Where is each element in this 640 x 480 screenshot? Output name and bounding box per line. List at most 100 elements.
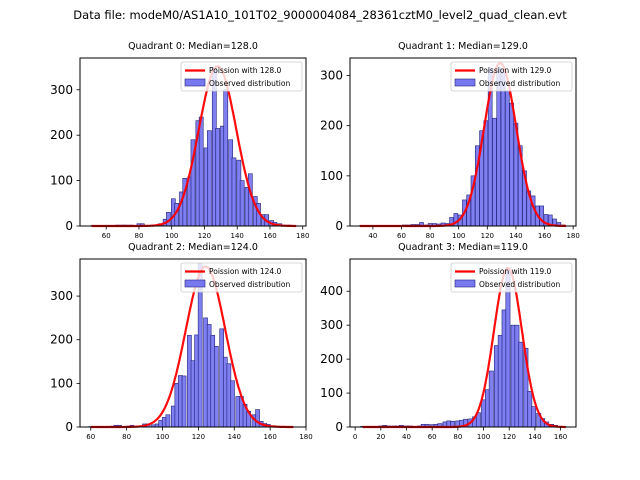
legend-poisson-label: Poission with 119.0 — [479, 267, 552, 276]
histogram-bar — [509, 102, 514, 227]
quadrant-3-panel: Quadrant 3: Median=119.0 Poission with 1… — [320, 242, 577, 441]
x-tick-label: 160 — [263, 232, 276, 240]
y-tick-label: 100 — [320, 169, 343, 183]
x-tick-label: 160 — [263, 433, 276, 441]
y-tick-label: 0 — [335, 420, 343, 434]
histogram-bar — [539, 205, 544, 227]
x-tick-label: 100 — [452, 232, 465, 240]
x-tick-label: 80 — [453, 433, 462, 441]
x-tick-label: 40 — [368, 232, 377, 240]
y-tick-label: 100 — [50, 376, 73, 390]
x-tick-label: 140 — [509, 232, 522, 240]
axes-frame — [349, 57, 577, 227]
quadrant-0-title: Quadrant 0: Median=128.0 — [128, 41, 258, 52]
axes-frame — [79, 57, 307, 227]
legend-observed-swatch — [454, 78, 476, 87]
x-tick-label: 100 — [477, 433, 490, 441]
histogram-bar — [518, 341, 524, 428]
histogram-bar — [231, 157, 237, 227]
y-tick-label: 0 — [65, 420, 73, 434]
y-tick-label: 0 — [65, 219, 73, 233]
x-tick-label: 60 — [102, 232, 111, 240]
legend-observed-label: Observed distribution — [209, 280, 290, 289]
legend-observed-swatch — [184, 279, 206, 288]
legend-frame — [450, 61, 573, 92]
histogram-bar — [492, 117, 497, 227]
histogram-bar — [500, 70, 506, 227]
x-tick-label: 180 — [296, 232, 309, 240]
histogram-bar — [488, 370, 494, 428]
axes-frame — [349, 258, 577, 428]
y-tick-label: 200 — [320, 119, 343, 133]
x-tick-label: 180 — [299, 433, 312, 441]
legend-observed-swatch — [454, 279, 476, 288]
x-tick-label: 160 — [554, 433, 567, 441]
x-tick-label: 120 — [192, 433, 205, 441]
axes-frame — [79, 258, 307, 428]
x-tick-label: 20 — [376, 433, 385, 441]
legend-frame — [450, 262, 573, 293]
x-tick-label: 140 — [528, 433, 541, 441]
y-tick-label: 300 — [50, 83, 73, 97]
legend-observed-label: Observed distribution — [209, 79, 290, 88]
x-tick-label: 160 — [538, 232, 551, 240]
y-tick-label: 300 — [320, 69, 343, 83]
quadrant-1-panel: Quadrant 1: Median=129.0 Poission with 1… — [320, 41, 580, 240]
legend-poisson-label: Poission with 124.0 — [209, 267, 282, 276]
x-tick-label: 100 — [165, 232, 178, 240]
legend-frame — [180, 61, 303, 92]
y-tick-label: 0 — [335, 219, 343, 233]
y-tick-label: 400 — [320, 284, 343, 298]
x-tick-label: 120 — [481, 232, 494, 240]
histogram-bar — [198, 116, 204, 227]
histogram-bar — [483, 120, 489, 227]
x-tick-label: 80 — [122, 433, 131, 441]
x-tick-label: 60 — [86, 433, 95, 441]
y-tick-label: 200 — [320, 352, 343, 366]
histogram-bar — [165, 414, 171, 428]
histogram-bar — [531, 406, 537, 428]
quadrant-0-panel: Quadrant 0: Median=128.0 Poission with 1… — [50, 41, 309, 240]
y-tick-label: 200 — [50, 128, 73, 142]
x-tick-label: 40 — [402, 433, 411, 441]
y-tick-label: 200 — [50, 333, 73, 347]
legend-observed-label: Observed distribution — [479, 280, 560, 289]
histogram-bar — [213, 345, 219, 428]
legend-observed-label: Observed distribution — [479, 79, 560, 88]
histogram-bar — [496, 67, 502, 227]
quadrant-1-title: Quadrant 1: Median=129.0 — [398, 41, 528, 52]
legend-frame — [180, 262, 303, 293]
x-tick-label: 140 — [228, 433, 241, 441]
figure-suptitle: Data file: modeM0/AS1A10_101T02_90000040… — [73, 8, 567, 22]
x-tick-label: 60 — [397, 232, 406, 240]
legend-observed-swatch — [184, 78, 206, 87]
histogram-bar — [181, 375, 187, 428]
legend-poisson-label: Poission with 129.0 — [479, 66, 552, 75]
x-tick-label: 60 — [428, 433, 437, 441]
histogram-bar — [239, 180, 245, 227]
x-tick-label: 120 — [503, 433, 516, 441]
x-tick-label: 80 — [134, 232, 143, 240]
x-tick-label: 180 — [566, 232, 579, 240]
quadrant-1-legend: Poission with 129.0 Observed distribution — [450, 61, 573, 92]
legend-poisson-label: Poission with 128.0 — [209, 66, 282, 75]
histogram-bar — [223, 89, 229, 227]
histogram-bar — [215, 128, 220, 227]
x-tick-label: 140 — [231, 232, 244, 240]
quadrant-2-title: Quadrant 2: Median=124.0 — [128, 242, 258, 253]
quadrant-3-title: Quadrant 3: Median=119.0 — [398, 242, 528, 253]
x-tick-label: 80 — [426, 232, 435, 240]
quadrant-2-legend: Poission with 124.0 Observed distribution — [180, 262, 303, 293]
quadrant-3-legend: Poission with 119.0 Observed distribution — [450, 262, 573, 293]
quadrant-2-panel: Quadrant 2: Median=124.0 Poission with 1… — [50, 242, 313, 441]
histogram-bar — [207, 130, 212, 227]
histogram-bar — [230, 380, 235, 428]
y-tick-label: 300 — [320, 318, 343, 332]
x-tick-label: 120 — [198, 232, 211, 240]
plot-area — [90, 65, 297, 228]
y-tick-label: 300 — [50, 289, 73, 303]
y-tick-label: 100 — [50, 174, 73, 188]
histogram-bar — [505, 90, 510, 227]
quadrant-0-legend: Poission with 128.0 Observed distribution — [180, 61, 303, 92]
